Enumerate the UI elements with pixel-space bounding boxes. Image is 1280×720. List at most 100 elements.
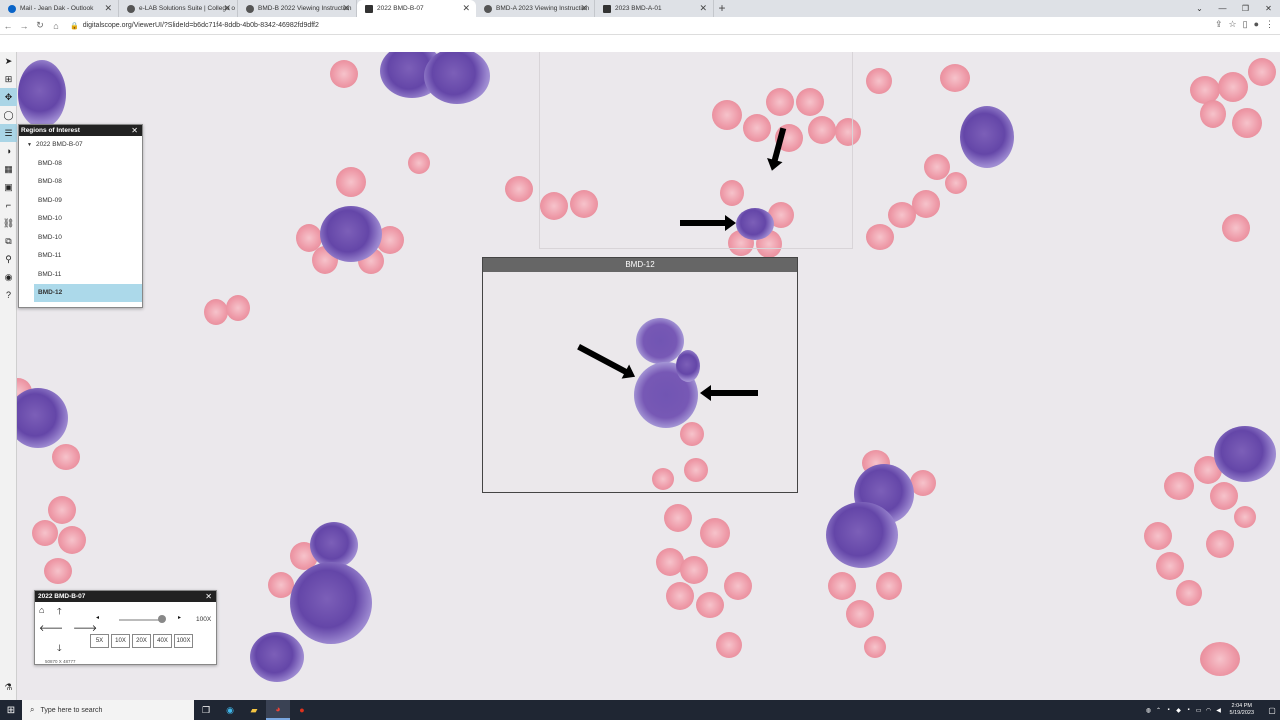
bookmark-star-icon[interactable]: ☆ [1228, 19, 1237, 29]
pan-tool-icon[interactable]: ✥ [0, 88, 17, 106]
roi-item[interactable]: BMD-08 [38, 159, 62, 167]
snapshot-icon[interactable]: ⧉ [5, 235, 12, 246]
sidepanel-icon[interactable]: ▯ [1242, 19, 1248, 29]
red-cell [666, 582, 694, 610]
lasso-tool-icon[interactable]: ◯ [3, 109, 14, 120]
roi-panel-header: Regions of Interest ✕ [19, 125, 142, 136]
red-cell [58, 526, 86, 554]
ruler-icon[interactable]: ⌐ [5, 200, 12, 210]
windows-start-icon[interactable]: ⊞ [6, 704, 16, 716]
minimize-icon[interactable]: — [1218, 4, 1227, 13]
tab-bmd-b-instructions[interactable]: BMD-B 2022 Viewing Instruction ✕ [238, 0, 357, 17]
tray-app-icon[interactable]: ▪ [1187, 707, 1190, 713]
microscope-icon[interactable]: ⚗ [4, 681, 13, 692]
zoom-slider-handle[interactable] [158, 615, 166, 623]
share-icon[interactable]: ⇪ [1214, 19, 1223, 29]
chrome-icon[interactable]: ◕ [266, 700, 290, 720]
wifi-icon[interactable]: ◠ [1205, 707, 1212, 714]
close-tab-icon[interactable]: ✕ [462, 3, 470, 13]
profile-icon[interactable]: ● [1253, 19, 1259, 29]
acrobat-icon[interactable]: ● [299, 705, 305, 715]
red-cell [924, 154, 950, 180]
roi-item[interactable]: BMD-09 [38, 196, 62, 204]
red-cell [720, 180, 744, 206]
tab-2023-bmd-a-01[interactable]: 2023 BMD-A-01 ✕ [595, 0, 714, 17]
regions-list-icon[interactable]: ☰ [0, 124, 17, 142]
tab-elab[interactable]: e-LAB Solutions Suite | College o ✕ [119, 0, 238, 17]
zoom-in-icon[interactable]: ▸ [178, 615, 182, 621]
zoom-out-icon[interactable]: ◂ [96, 615, 100, 621]
back-icon[interactable]: ← [3, 20, 13, 31]
image-icon[interactable]: ▣ [4, 181, 13, 192]
arrow-down-icon[interactable]: 🡓 [57, 643, 62, 653]
battery-icon[interactable]: ▭ [1195, 707, 1202, 714]
roi-item-selected[interactable]: BMD-12 [34, 283, 142, 302]
tab-bmd-a-instructions[interactable]: BMD-A 2023 Viewing Instruction ✕ [476, 0, 595, 17]
tab-2022-bmd-b-07[interactable]: 2022 BMD-B-07 ✕ [357, 0, 476, 17]
zoom-5x-button[interactable]: 5X [90, 634, 109, 648]
pointer-tool-icon[interactable]: ➤ [4, 55, 13, 66]
tab-outlook[interactable]: Mail - Jean Dak - Outlook ✕ [0, 0, 119, 17]
tray-chevron-icon[interactable]: ⌃ [1156, 707, 1162, 714]
zoom-10x-button[interactable]: 10X [111, 634, 130, 648]
roi-item[interactable]: BMD-11 [38, 252, 62, 260]
white-cell [1214, 426, 1276, 482]
tray-app-icon[interactable]: ▪ [1167, 707, 1170, 713]
close-window-icon[interactable]: ✕ [1265, 4, 1272, 13]
notification-icon[interactable]: ▢ [1268, 705, 1276, 715]
home-icon[interactable]: ⌂ [53, 20, 59, 31]
roi-group[interactable]: ▼ 2022 BMD-B-07 [27, 141, 83, 148]
close-icon[interactable]: ✕ [131, 126, 138, 135]
red-cell [1210, 482, 1238, 510]
task-view-icon[interactable]: ❐ [201, 704, 211, 715]
marker-icon[interactable]: ⚲ [5, 253, 12, 264]
edge-icon[interactable]: ◉ [226, 704, 234, 715]
arrow-left-icon[interactable]: 🡐 [39, 623, 64, 633]
table-icon[interactable]: ▦ [4, 163, 13, 174]
url-field[interactable]: 🔒 digitalscope.org/ViewerUI/?SlideId=b6d… [70, 22, 319, 30]
file-explorer-icon[interactable]: ▰ [250, 704, 258, 715]
roi-item[interactable]: BMD-08 [38, 178, 62, 186]
help-icon[interactable]: ? [5, 290, 11, 300]
close-tab-icon[interactable]: ✕ [342, 3, 350, 13]
red-cell [912, 190, 940, 218]
forward-icon[interactable]: → [19, 20, 29, 31]
tray-app-icon[interactable]: ◆ [1176, 707, 1181, 714]
taskbar-search[interactable]: ⌕ Type here to search [22, 700, 194, 720]
restore-icon[interactable]: ❐ [1241, 4, 1250, 13]
grid-tool-icon[interactable]: ⊞ [4, 73, 13, 84]
close-tab-icon[interactable]: ✕ [223, 3, 231, 13]
search-icon: ⌕ [30, 705, 35, 714]
close-tab-icon[interactable]: ✕ [699, 3, 707, 13]
arrow-up-icon[interactable]: 🡑 [57, 606, 62, 616]
tab-search-icon[interactable]: ⌄ [1196, 4, 1203, 13]
volume-icon[interactable]: ◀ [1216, 707, 1221, 714]
roi-item[interactable]: BMD-10 [38, 215, 62, 223]
close-icon[interactable]: ✕ [205, 592, 212, 601]
tray-app-icon[interactable]: ◍ [1145, 707, 1152, 714]
red-cell [1206, 530, 1234, 558]
zoom-20x-button[interactable]: 20X [132, 634, 151, 648]
close-tab-icon[interactable]: ✕ [104, 3, 112, 13]
outlook-icon [8, 4, 16, 13]
roi-item[interactable]: BMD-11 [38, 270, 62, 278]
contrast-icon[interactable]: ◑ [5, 146, 12, 156]
menu-icon[interactable]: ⋮ [1265, 19, 1274, 29]
reload-icon[interactable]: ↻ [36, 20, 44, 30]
arrow-right-icon[interactable]: 🡒 [73, 623, 98, 633]
red-cell [835, 118, 861, 146]
new-tab-button[interactable]: + [718, 1, 726, 15]
home-icon[interactable]: ⌂ [39, 605, 45, 615]
clock[interactable]: 2:04 PM 5/19/2023 [1229, 703, 1254, 716]
roi-item[interactable]: BMD-10 [38, 233, 62, 241]
white-cell [250, 632, 304, 682]
rotate-icon[interactable]: ◉ [4, 271, 13, 282]
zoom-40x-button[interactable]: 40X [153, 634, 172, 648]
pointer-arrow [708, 390, 758, 396]
zoom-slider-track[interactable] [119, 619, 163, 621]
close-tab-icon[interactable]: ✕ [580, 3, 588, 13]
red-cell [1200, 100, 1226, 128]
red-cell [716, 632, 742, 658]
link-icon[interactable]: ⛓ [2, 217, 15, 228]
zoom-100x-button[interactable]: 100X [174, 634, 193, 648]
